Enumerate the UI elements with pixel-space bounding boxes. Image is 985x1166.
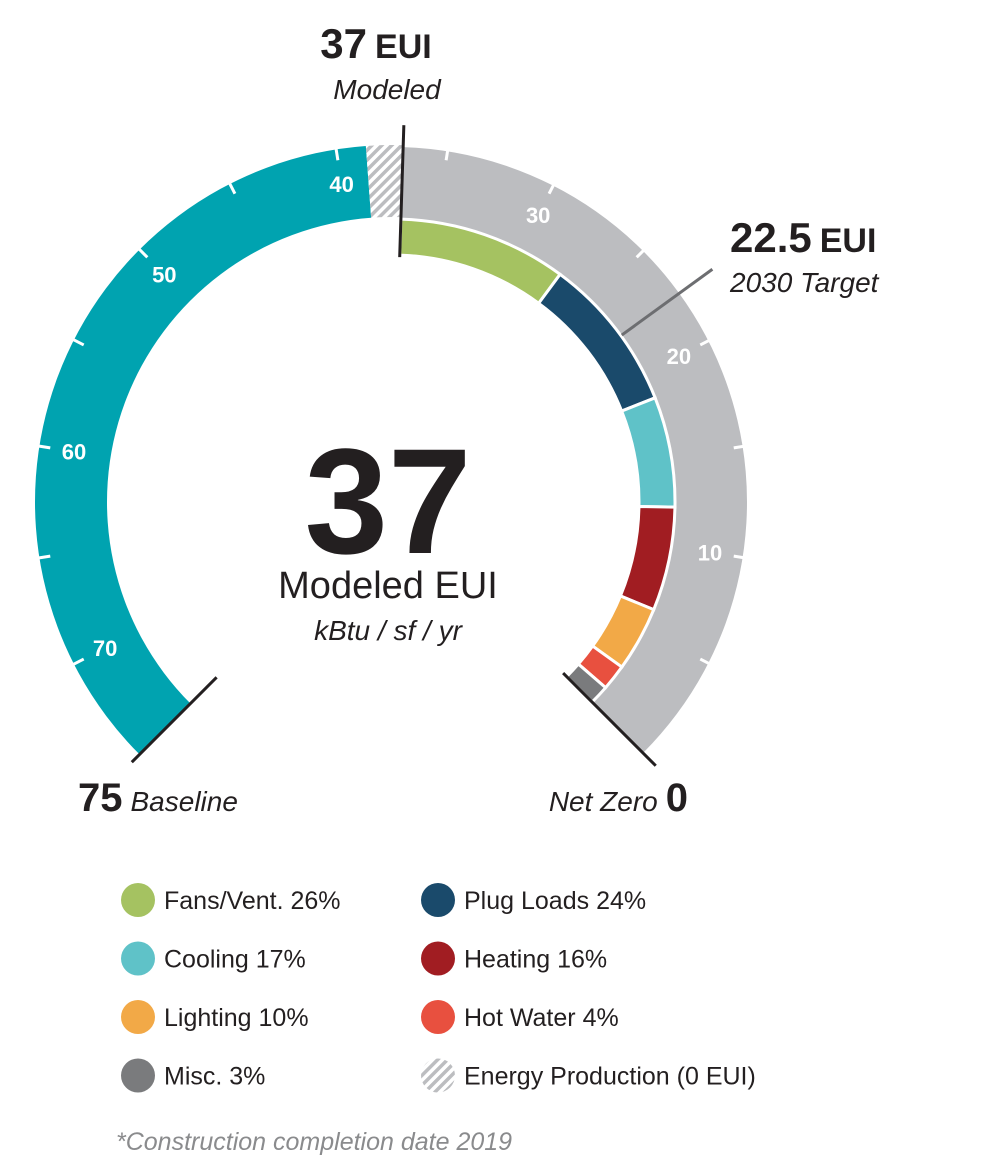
target-header: 22.5 EUI [730, 214, 876, 261]
marker-line [398, 125, 406, 258]
tick-label: 20 [667, 344, 691, 369]
energy-production-band [365, 145, 404, 218]
legend-name: Energy Production [464, 1063, 670, 1091]
legend-label: Fans/Vent. 26% [164, 887, 341, 915]
baseline-label: Baseline [131, 786, 238, 817]
target-label: 2030 Target [729, 267, 880, 298]
modeled-unit: EUI [375, 28, 432, 66]
center-value: 37 [305, 417, 472, 585]
tick-mark [38, 444, 51, 450]
modeled-value: 37 [320, 20, 367, 67]
legend: Fans/Vent. 26% Plug Loads 24% Cooling 17% H… [121, 883, 756, 1093]
tick-mark [733, 554, 746, 560]
legend-name: Misc. [164, 1063, 222, 1091]
legend-swatch [121, 883, 155, 917]
center-unit: kBtu / sf / yr [314, 615, 463, 646]
tick-label: 40 [329, 172, 353, 197]
legend-name: Fans/Vent. [164, 887, 284, 915]
target-unit: EUI [820, 222, 877, 260]
tick-label: 70 [93, 636, 117, 661]
baseline-value: 75 [78, 776, 123, 820]
legend-value: 10% [259, 1004, 309, 1032]
legend-swatch [421, 883, 455, 917]
legend-name: Lighting [164, 1004, 252, 1032]
legend-value: 24% [596, 887, 646, 915]
tick-mark [334, 148, 340, 161]
legend-name: Plug Loads [464, 887, 589, 915]
center-label: Modeled EUI [278, 565, 498, 607]
legend-value: (0 EUI) [677, 1063, 756, 1091]
baseline-text: 75 Baseline [78, 776, 238, 820]
legend-label: Lighting 10% [164, 1004, 309, 1032]
legend-swatch [421, 1000, 455, 1034]
tick-mark [72, 338, 85, 347]
tick-mark [137, 247, 149, 259]
tick-label: 60 [62, 440, 86, 465]
legend-name: Hot Water [464, 1004, 576, 1032]
target-value: 22.5 [730, 214, 812, 261]
modeled-header: 37 EUI [320, 20, 431, 67]
net-zero-value: 0 [666, 776, 688, 820]
legend-label: Hot Water 4% [464, 1004, 619, 1032]
legend-value: 17% [256, 946, 306, 974]
legend-label: Heating 16% [464, 946, 607, 974]
baseline-band [34, 145, 372, 755]
tick-mark [699, 657, 712, 666]
marker-line [620, 268, 714, 337]
tick-label: 50 [152, 262, 176, 287]
legend-swatch [121, 1000, 155, 1034]
legend-swatch [121, 1058, 155, 1093]
legend-name: Cooling [164, 946, 249, 974]
modeled-label: Modeled [333, 74, 442, 105]
tick-mark [699, 338, 712, 347]
tick-mark [547, 182, 556, 195]
legend-value: 16% [557, 946, 607, 974]
legend-label: Energy Production (0 EUI) [464, 1063, 756, 1091]
legend-value: 26% [290, 887, 340, 915]
legend-label: Misc. 3% [164, 1063, 265, 1091]
legend-label: Cooling 17% [164, 946, 306, 974]
tick-label: 10 [698, 540, 722, 565]
marker-line [562, 672, 657, 767]
tick-mark [38, 554, 51, 560]
remaining-band [400, 147, 747, 754]
legend-label: Plug Loads 24% [464, 887, 646, 915]
net-zero-label: Net Zero [549, 786, 658, 817]
legend-value: 4% [583, 1004, 619, 1032]
marker-line [130, 676, 218, 764]
legend-value: 3% [229, 1063, 265, 1091]
tick-mark [444, 148, 450, 161]
net-zero-text: Net Zero 0 [549, 776, 688, 820]
legend-name: Heating [464, 946, 550, 974]
legend-swatch [121, 941, 155, 976]
tick-mark [72, 657, 85, 666]
tick-label: 30 [526, 203, 550, 228]
legend-swatch [421, 941, 455, 976]
tick-mark [228, 182, 237, 195]
gauge: 10 20 30 40 50 60 70 [34, 125, 747, 767]
legend-swatch [421, 1058, 455, 1093]
tick-mark [635, 247, 647, 259]
footnote: *Construction completion date 2019 [116, 1128, 512, 1156]
tick-mark [733, 444, 746, 450]
